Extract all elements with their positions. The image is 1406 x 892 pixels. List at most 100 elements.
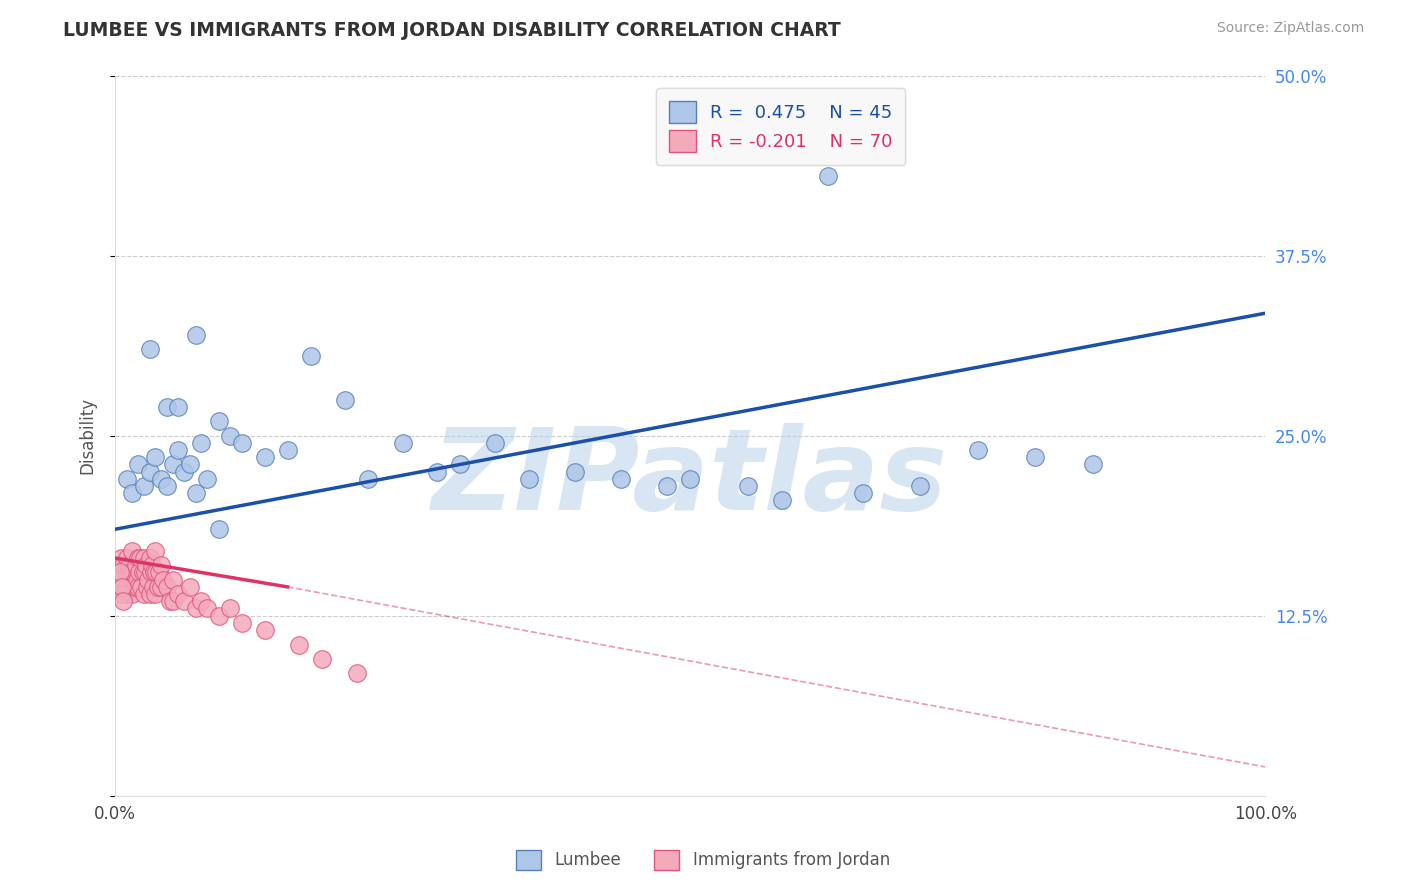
Point (195, 472, 218, 486)
Point (115, 551, 138, 566)
Legend: R =  0.475    N = 45, R = -0.201    N = 70: R = 0.475 N = 45, R = -0.201 N = 70 (657, 88, 905, 165)
Point (1024, 450, 1046, 465)
Point (152, 573, 174, 587)
Point (129, 551, 152, 566)
Point (120, 566, 142, 580)
Point (138, 551, 160, 566)
Point (966, 443, 988, 458)
Point (357, 472, 380, 486)
Point (112, 580, 135, 594)
Point (111, 566, 134, 580)
Point (162, 573, 184, 587)
Point (134, 566, 156, 580)
Point (145, 566, 167, 580)
Point (184, 486, 207, 500)
Point (449, 458, 471, 472)
Point (110, 551, 132, 566)
Point (162, 594, 184, 608)
Point (142, 580, 165, 594)
Point (159, 594, 181, 608)
Point (115, 472, 138, 486)
Point (207, 414, 229, 428)
Point (107, 558, 129, 573)
Point (150, 472, 173, 486)
Point (125, 573, 148, 587)
Point (112, 558, 135, 573)
Point (253, 450, 276, 465)
Point (184, 327, 207, 342)
Point (179, 580, 201, 594)
Point (156, 479, 179, 493)
Point (219, 601, 242, 615)
Point (148, 566, 170, 580)
Point (138, 573, 160, 587)
Point (162, 458, 184, 472)
Point (517, 472, 540, 486)
Point (131, 566, 153, 580)
Point (910, 479, 932, 493)
Point (657, 479, 679, 493)
Point (105, 566, 128, 580)
Point (143, 450, 166, 465)
Y-axis label: Disability: Disability (79, 397, 96, 475)
Point (141, 558, 163, 573)
Point (124, 580, 146, 594)
Point (391, 435, 413, 450)
Point (737, 479, 759, 493)
Point (111, 580, 134, 594)
Point (288, 638, 311, 652)
Point (231, 435, 253, 450)
Point (138, 587, 160, 601)
Point (311, 652, 333, 666)
Point (150, 580, 173, 594)
Point (426, 465, 449, 479)
Point (131, 580, 153, 594)
Point (333, 392, 356, 407)
Point (610, 472, 633, 486)
Point (118, 580, 141, 594)
Point (122, 566, 145, 580)
Point (770, 493, 793, 508)
Point (207, 608, 229, 623)
Point (564, 465, 586, 479)
Point (195, 601, 218, 615)
Point (231, 615, 253, 630)
Point (219, 428, 242, 442)
Point (128, 566, 150, 580)
Point (150, 558, 173, 573)
Point (190, 594, 212, 608)
Point (135, 558, 157, 573)
Point (114, 573, 136, 587)
Point (138, 465, 160, 479)
Point (110, 587, 132, 601)
Point (132, 587, 155, 601)
Point (190, 435, 212, 450)
Point (118, 558, 141, 573)
Point (143, 587, 166, 601)
Point (107, 573, 129, 587)
Point (346, 666, 368, 681)
Point (121, 544, 143, 558)
Point (167, 587, 190, 601)
Point (127, 458, 149, 472)
Point (167, 443, 190, 458)
Point (484, 435, 506, 450)
Point (156, 400, 179, 414)
Point (115, 573, 138, 587)
Point (125, 558, 148, 573)
Point (127, 551, 149, 566)
Point (115, 587, 138, 601)
Point (173, 594, 195, 608)
Point (117, 566, 139, 580)
Point (121, 486, 143, 500)
Point (143, 544, 166, 558)
Point (136, 580, 159, 594)
Point (108, 573, 131, 587)
Legend: Lumbee, Immigrants from Jordan: Lumbee, Immigrants from Jordan (509, 843, 897, 877)
Point (132, 479, 155, 493)
Text: ZIPatlas: ZIPatlas (432, 424, 948, 534)
Text: Source: ZipAtlas.com: Source: ZipAtlas.com (1216, 21, 1364, 36)
Point (277, 443, 299, 458)
Point (112, 594, 135, 608)
Point (179, 458, 201, 472)
